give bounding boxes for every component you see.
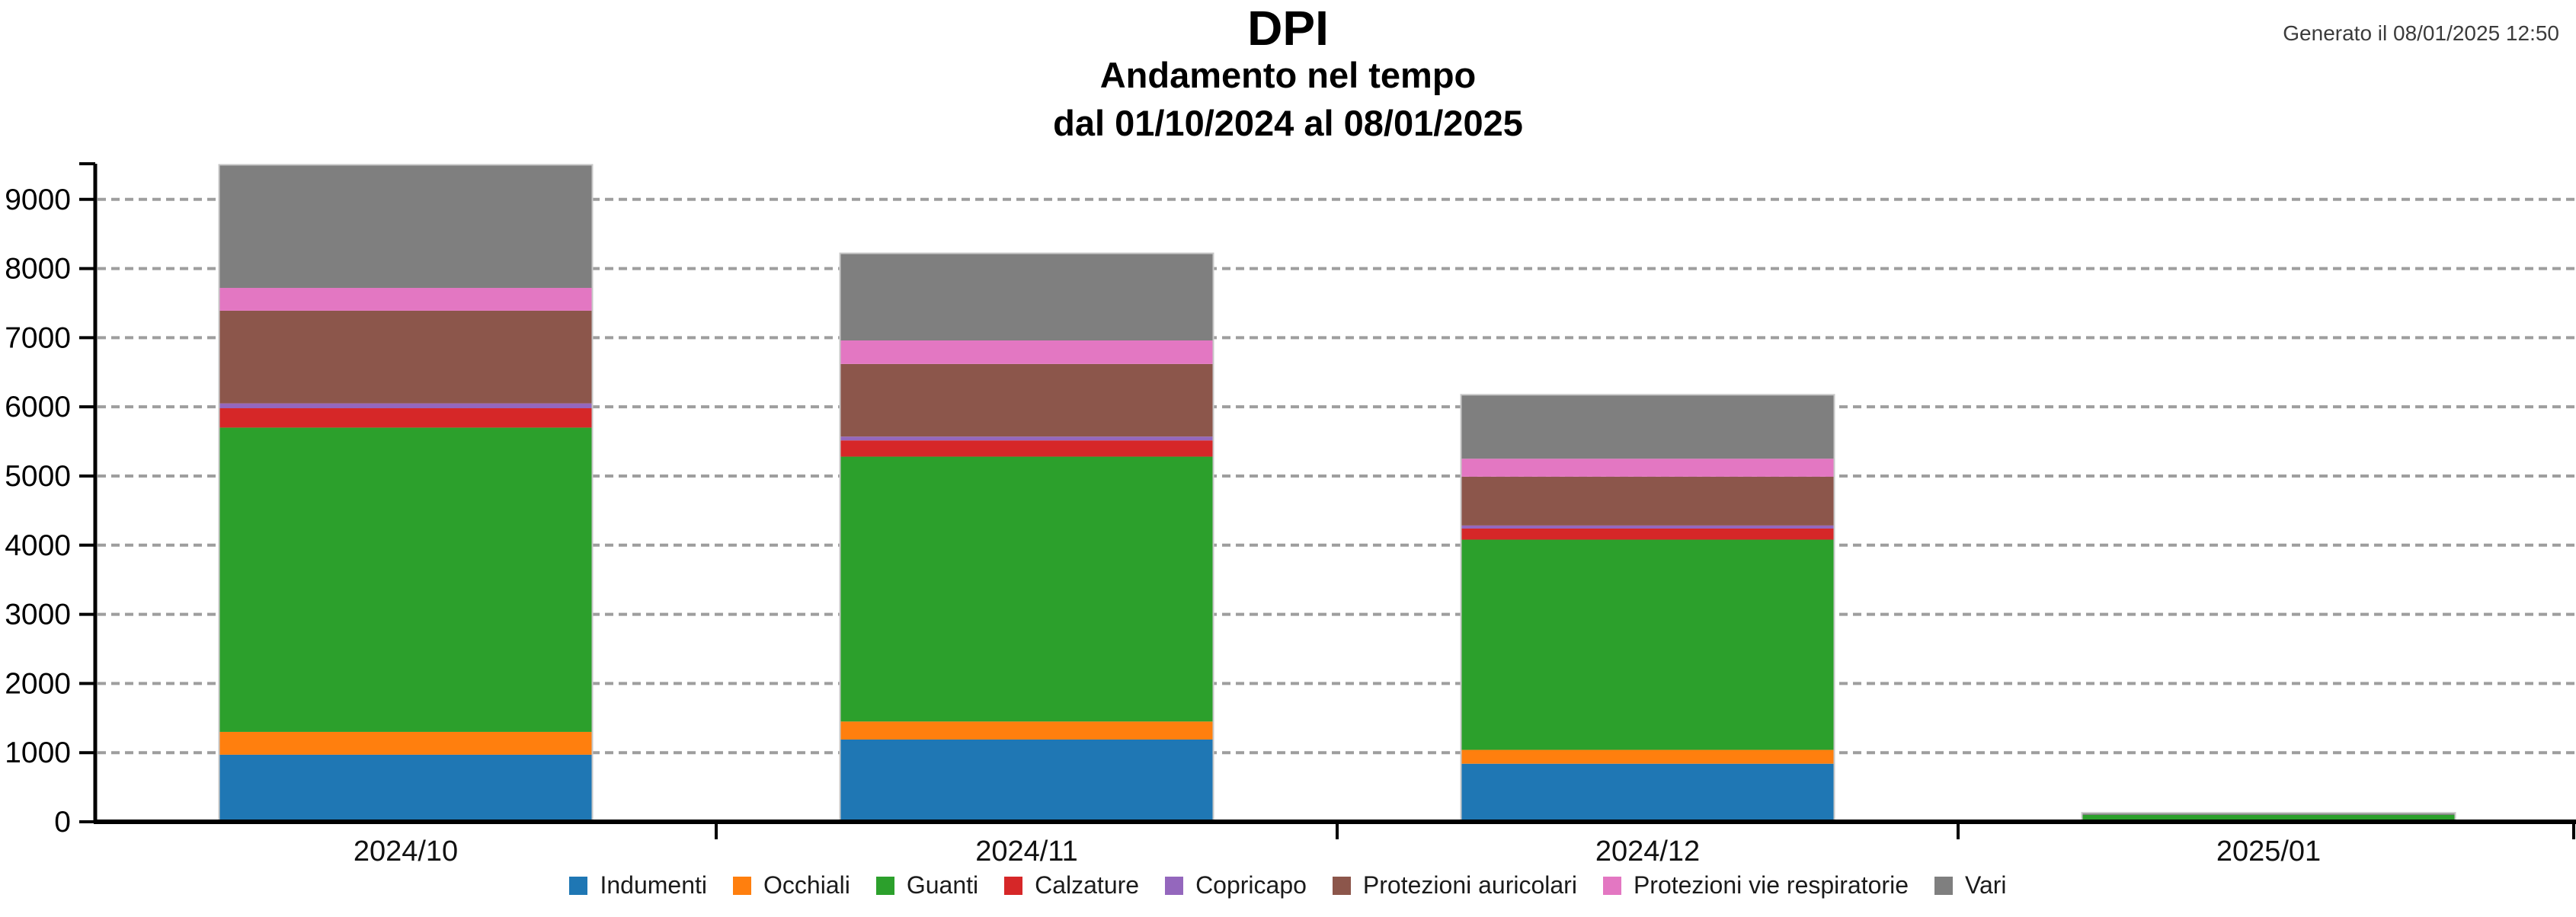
generated-timestamp: Generato il 08/01/2025 12:50 [2283, 21, 2559, 45]
bar-segment-occhiali [1461, 749, 1835, 764]
legend-swatch-icon [1934, 876, 1953, 895]
y-axis-label: 6000 [5, 391, 71, 423]
chart-subtitle: Andamento nel tempo [1099, 55, 1477, 95]
y-axis-label: 5000 [5, 460, 71, 493]
legend-label: Protezioni auricolari [1362, 871, 1577, 899]
bar-segment-calzature [219, 407, 593, 428]
bar-segment-protezioni-auricolari [1461, 476, 1835, 526]
bar-segment-guanti [219, 427, 593, 732]
x-axis-label: 2024/10 [354, 836, 458, 867]
bar-segment-copricapo [219, 403, 593, 408]
bar-segment-copricapo [1461, 525, 1835, 529]
bar-segment-calzature [840, 440, 1214, 457]
y-axis-label: 9000 [5, 184, 71, 216]
bar-segment-protezioni-vie-respiratorie [1461, 458, 1835, 477]
bar-segment-indumenti [219, 754, 593, 822]
x-axis-label: 2024/11 [975, 836, 1078, 867]
x-axis-label: 2024/12 [1595, 836, 1700, 867]
legend-label: Vari [1964, 871, 2007, 899]
bar-segment-protezioni-auricolari [840, 363, 1214, 437]
legend-item-indumenti: Indumenti [569, 871, 707, 899]
legend-item-copricapo: Copricapo [1165, 871, 1307, 899]
bar-segment-vari [219, 165, 593, 288]
bar-segment-copricapo [840, 436, 1214, 441]
x-axis-label: 2025/01 [2216, 836, 2321, 867]
chart-legend: Indumenti Occhiali Guanti Calzature Copricap… [0, 871, 2576, 899]
bar-segment-guanti [2082, 814, 2456, 822]
y-axis-label: 0 [54, 806, 71, 839]
legend-label: Guanti [906, 871, 979, 899]
chart-title: DPI [1247, 1, 1329, 56]
bar-segment-calzature [1461, 528, 1835, 540]
bar-segment-protezioni-vie-respiratorie [840, 340, 1214, 364]
y-axis-label: 3000 [5, 599, 71, 631]
y-axis-label: 7000 [5, 321, 71, 354]
y-axis-label: 2000 [5, 667, 71, 700]
bar-segment-occhiali [219, 731, 593, 755]
legend-label: Indumenti [600, 871, 708, 899]
bar-segment-vari [2082, 813, 2456, 815]
legend-swatch-icon [1602, 876, 1621, 895]
legend-label: Protezioni vie respiratorie [1633, 871, 1909, 899]
bar-segment-indumenti [840, 739, 1214, 822]
legend-swatch-icon [1004, 876, 1023, 895]
bar-segment-guanti [840, 456, 1214, 722]
legend-item-calzature: Calzature [1004, 871, 1139, 899]
legend-swatch-icon [1332, 876, 1351, 895]
bar-segment-vari [1461, 395, 1835, 459]
legend-item-guanti: Guanti [875, 871, 979, 899]
chart-date-range: dal 01/10/2024 al 08/01/2025 [1053, 103, 1523, 143]
y-axis-label: 4000 [5, 529, 71, 562]
legend-swatch-icon [569, 876, 588, 895]
legend-swatch-icon [1165, 876, 1184, 895]
bar-segment-guanti [1461, 539, 1835, 750]
legend-swatch-icon [733, 876, 752, 895]
legend-item-protezioni-auricolari: Protezioni auricolari [1332, 871, 1577, 899]
legend-item-protezioni-vie-respiratorie: Protezioni vie respiratorie [1602, 871, 1909, 899]
bar-segment-occhiali [840, 721, 1214, 740]
y-axis-label: 1000 [5, 736, 71, 769]
legend-swatch-icon [875, 876, 894, 895]
legend-label: Calzature [1035, 871, 1140, 899]
bar-segment-indumenti [1461, 763, 1835, 822]
legend-item-vari: Vari [1934, 871, 2007, 899]
bar-segment-protezioni-vie-respiratorie [219, 287, 593, 311]
y-axis-label: 8000 [5, 253, 71, 286]
bar-segment-protezioni-auricolari [219, 310, 593, 404]
legend-item-occhiali: Occhiali [733, 871, 850, 899]
bar-segment-vari [840, 253, 1214, 341]
legend-label: Copricapo [1195, 871, 1307, 899]
legend-label: Occhiali [763, 871, 850, 899]
